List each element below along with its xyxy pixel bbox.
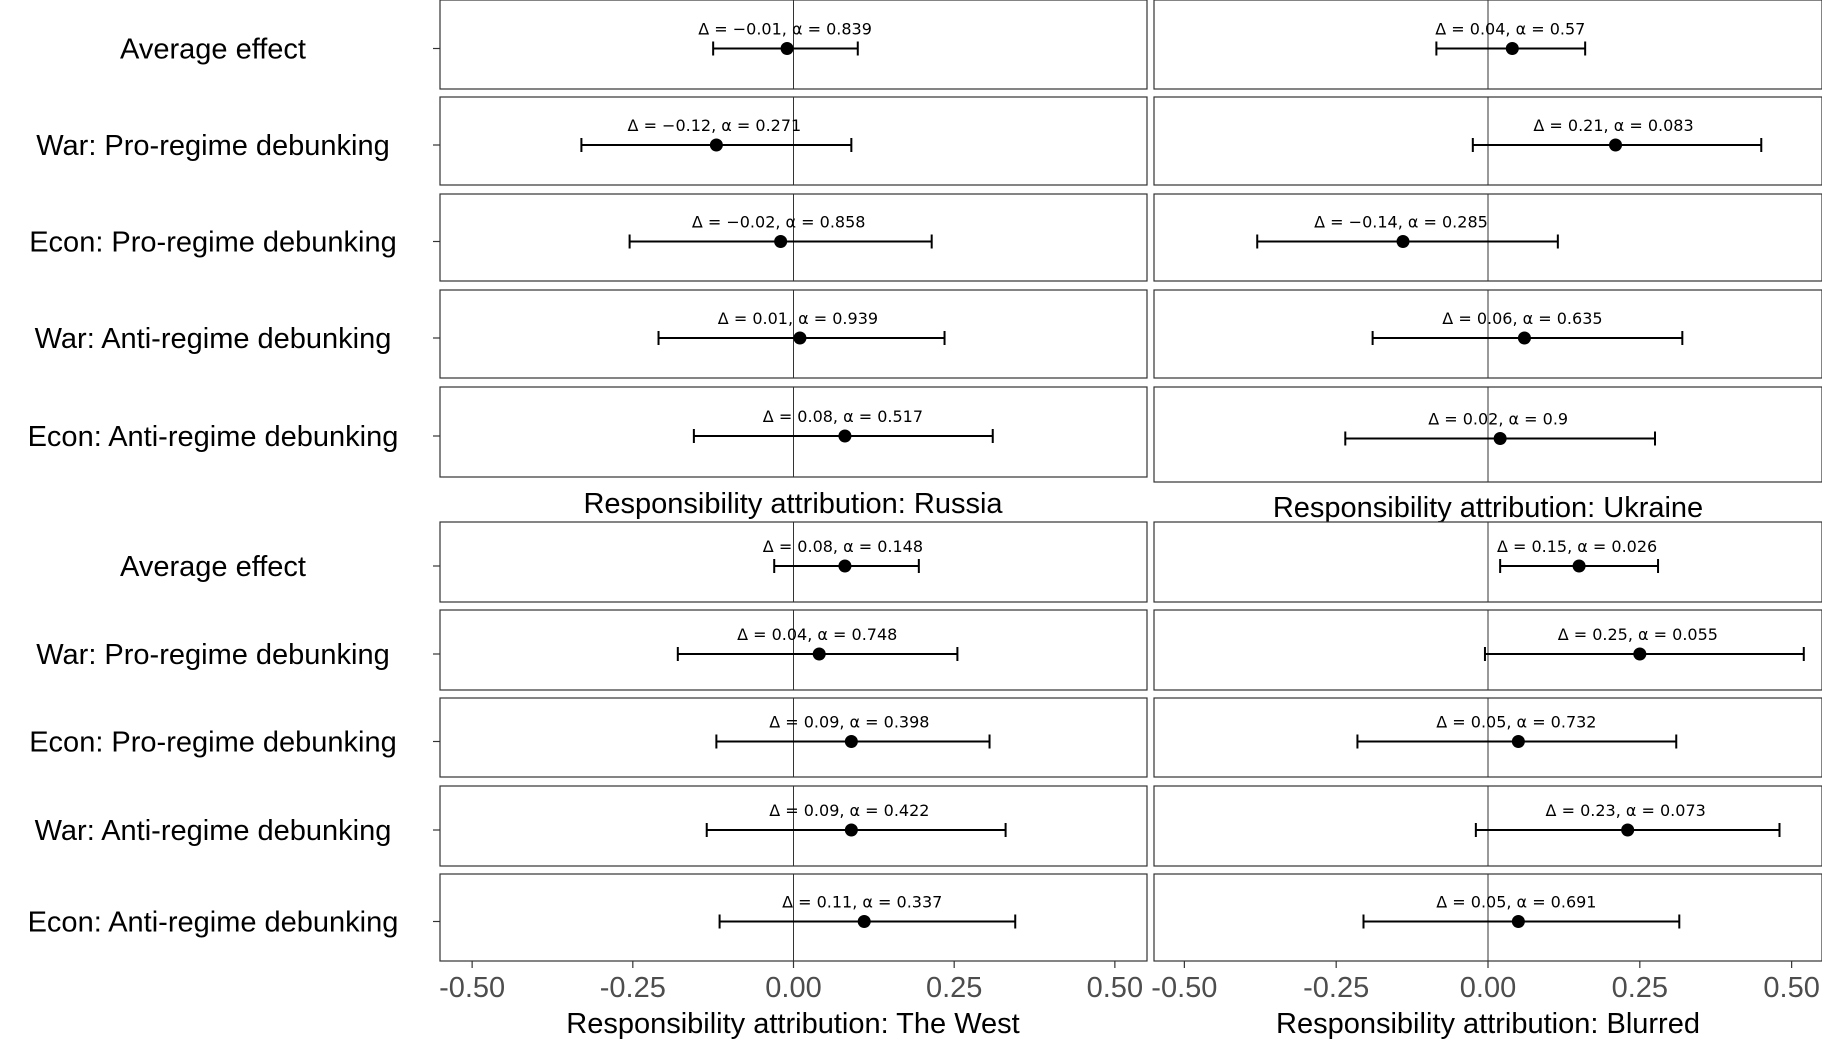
x-tick-label: -0.25 [1303,972,1369,1004]
point-estimate [1511,915,1525,928]
forest-row: Δ = −0.01, α = 0.839 Average effect [120,0,1148,90]
x-tick-label: 0.00 [1460,972,1516,1004]
row-label: Econ: Anti-regime debunking [28,907,399,939]
estimate-annotation: Δ = 0.21, α = 0.083 [1533,116,1693,135]
point-estimate [844,735,858,748]
estimate-annotation: Δ = 0.01, α = 0.939 [718,309,878,328]
forest-row: Δ = −0.02, α = 0.858 Econ: Pro-regime deb… [29,193,1148,282]
point-estimate [838,559,852,573]
panel-title: Responsibility attribution: Ukraine [1273,492,1703,524]
row-label: War: Pro-regime debunking [36,130,390,162]
estimate-annotation: Δ = 0.09, α = 0.398 [769,713,929,732]
point-estimate [1505,42,1519,55]
forest-row: Δ = 0.05, α = 0.732 [1153,697,1822,778]
x-tick-label: 0.00 [765,972,821,1004]
estimate-annotation: Δ = 0.02, α = 0.9 [1428,410,1568,429]
estimate-annotation: Δ = 0.11, α = 0.337 [782,893,942,912]
x-tick-label: 0.25 [926,972,982,1004]
estimate-annotation: Δ = 0.04, α = 0.57 [1435,20,1585,39]
x-tick-label: 0.25 [1612,972,1668,1004]
forest-row: Δ = 0.04, α = 0.57 [1153,0,1822,90]
row-label: Econ: Anti-regime debunking [28,421,399,453]
panel-title: Responsibility attribution: The West [566,1008,1019,1040]
estimate-annotation: Δ = 0.09, α = 0.422 [769,801,929,820]
estimate-annotation: Δ = −0.01, α = 0.839 [698,20,872,39]
x-tick-label: 0.50 [1087,972,1143,1004]
row-label: War: Anti-regime debunking [35,323,392,355]
estimate-annotation: Δ = 0.15, α = 0.026 [1497,537,1657,556]
panel-title: Responsibility attribution: Blurred [1276,1008,1700,1040]
estimate-annotation: Δ = 0.23, α = 0.073 [1546,801,1706,820]
panel-3: Δ = 0.15, α = 0.026 Δ = 0.25, α = 0.055 Δ … [1151,521,1822,1040]
point-estimate [812,647,826,661]
row-label: Econ: Pro-regime debunking [29,227,397,259]
estimate-annotation: Δ = −0.14, α = 0.285 [1314,213,1488,232]
x-tick-label: -0.50 [1151,972,1217,1004]
estimate-annotation: Δ = 0.08, α = 0.517 [763,407,923,426]
row-label: Average effect [120,551,306,583]
point-estimate [1621,823,1635,837]
point-estimate [774,235,788,248]
forest-row: Δ = −0.12, α = 0.271 War: Pro-regime debu… [36,96,1148,186]
point-estimate [1609,138,1623,152]
estimate-annotation: Δ = 0.04, α = 0.748 [737,625,897,644]
point-estimate [1511,735,1525,748]
forest-row: Δ = 0.05, α = 0.691 [1153,873,1822,962]
forest-row: Δ = −0.14, α = 0.285 [1153,193,1822,282]
forest-row: Δ = 0.09, α = 0.422 War: Anti-regime debu… [35,785,1148,867]
x-tick-label: -0.50 [439,972,505,1004]
forest-row: Δ = 0.23, α = 0.073 [1153,785,1822,867]
forest-row: Δ = 0.21, α = 0.083 [1153,96,1822,186]
forest-row: Δ = 0.25, α = 0.055 [1153,609,1822,691]
row-label: Econ: Pro-regime debunking [29,727,397,759]
point-estimate [709,138,723,152]
point-estimate [780,42,794,55]
row-label: War: Pro-regime debunking [36,639,390,671]
estimate-annotation: Δ = 0.08, α = 0.148 [763,537,923,556]
point-estimate [1517,331,1531,345]
point-estimate [844,823,858,837]
point-estimate [1396,235,1410,248]
x-tick-label: 0.50 [1763,972,1819,1004]
forest-row: Δ = 0.02, α = 0.9 [1153,386,1822,483]
forest-row: Δ = 0.06, α = 0.635 [1153,289,1822,379]
row-label: War: Anti-regime debunking [35,815,392,847]
forest-row: Δ = 0.01, α = 0.939 War: Anti-regime debu… [35,289,1148,379]
forest-row: Δ = 0.15, α = 0.026 [1153,521,1822,603]
forest-row: Δ = 0.09, α = 0.398 Econ: Pro-regime debu… [29,697,1148,778]
forest-row: Δ = 0.04, α = 0.748 War: Pro-regime debun… [36,609,1148,691]
estimate-annotation: Δ = 0.06, α = 0.635 [1442,309,1602,328]
point-estimate [838,429,852,443]
estimate-annotation: Δ = −0.12, α = 0.271 [628,116,802,135]
point-estimate [793,331,807,345]
point-estimate [1572,559,1586,573]
estimate-annotation: Δ = 0.05, α = 0.732 [1436,713,1596,732]
estimate-annotation: Δ = −0.02, α = 0.858 [692,213,866,232]
point-estimate [1493,432,1507,445]
panel-1: Δ = 0.04, α = 0.57 Δ = 0.21, α = 0.083 Δ =… [1153,0,1822,524]
estimate-annotation: Δ = 0.05, α = 0.691 [1436,893,1596,912]
point-estimate [857,915,871,928]
forest-row: Δ = 0.11, α = 0.337 Econ: Anti-regime deb… [28,873,1148,962]
panel-title: Responsibility attribution: Russia [583,488,1003,520]
row-label: Average effect [120,34,306,66]
x-tick-label: -0.25 [600,972,666,1004]
estimate-annotation: Δ = 0.25, α = 0.055 [1558,625,1718,644]
forest-row: Δ = 0.08, α = 0.148 Average effect [120,521,1148,603]
point-estimate [1633,647,1647,661]
forest-row: Δ = 0.08, α = 0.517 Econ: Anti-regime deb… [28,386,1148,478]
